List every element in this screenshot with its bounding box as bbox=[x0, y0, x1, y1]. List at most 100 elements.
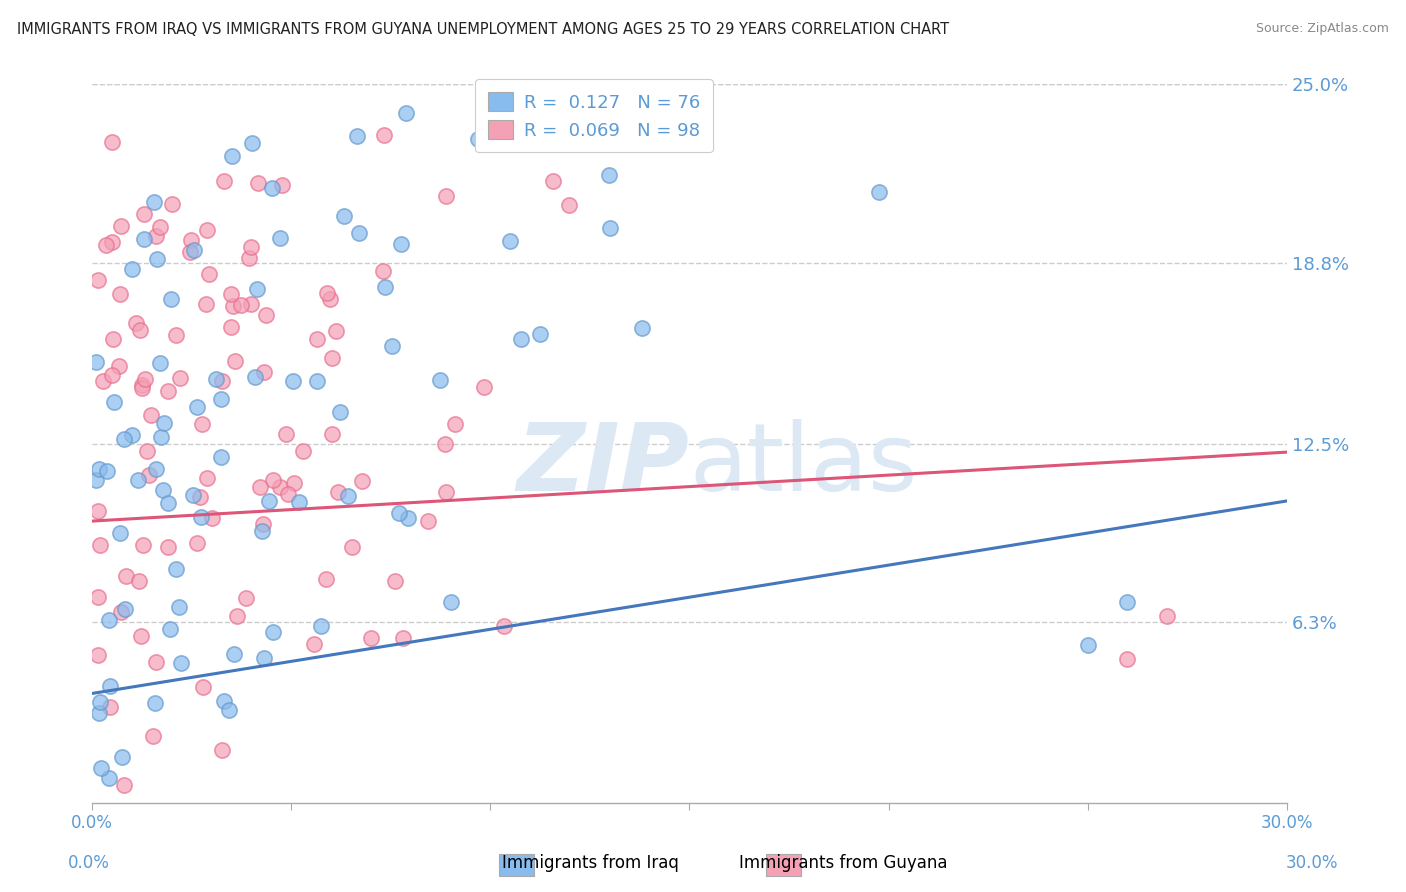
Point bbox=[128, 323, 150, 337]
Point bbox=[87, 504, 110, 518]
Point bbox=[557, 197, 579, 211]
Point bbox=[346, 128, 368, 143]
Point bbox=[395, 106, 418, 120]
Point bbox=[492, 618, 515, 632]
Point bbox=[374, 280, 396, 294]
Point bbox=[270, 178, 292, 193]
Point bbox=[211, 742, 233, 756]
Point bbox=[128, 574, 150, 589]
Point bbox=[110, 605, 132, 619]
Point bbox=[1116, 594, 1139, 608]
Point bbox=[112, 778, 135, 792]
Point bbox=[221, 148, 243, 162]
Point bbox=[160, 293, 183, 307]
Point bbox=[219, 287, 242, 301]
Point bbox=[89, 462, 111, 476]
Point bbox=[599, 221, 621, 235]
Point bbox=[205, 372, 228, 386]
Point bbox=[254, 308, 277, 322]
Point bbox=[108, 525, 131, 540]
FancyBboxPatch shape bbox=[766, 854, 801, 876]
Point bbox=[186, 536, 208, 550]
Point bbox=[240, 240, 263, 254]
Point bbox=[108, 359, 131, 373]
Point bbox=[138, 468, 160, 483]
Point bbox=[159, 623, 181, 637]
Point bbox=[1116, 652, 1139, 666]
Point bbox=[311, 618, 333, 632]
Point bbox=[131, 378, 153, 392]
Point bbox=[89, 695, 111, 709]
Point bbox=[246, 176, 269, 190]
Point bbox=[165, 327, 187, 342]
Point bbox=[283, 476, 305, 491]
Point bbox=[238, 252, 260, 266]
Point bbox=[197, 267, 219, 281]
Point bbox=[101, 235, 124, 249]
Point bbox=[214, 693, 236, 707]
Point bbox=[333, 210, 356, 224]
Point bbox=[235, 591, 257, 606]
Text: Source: ZipAtlas.com: Source: ZipAtlas.com bbox=[1256, 22, 1389, 36]
Point bbox=[121, 262, 143, 277]
Point bbox=[218, 703, 240, 717]
Point bbox=[305, 332, 328, 346]
Point bbox=[212, 174, 235, 188]
Point bbox=[305, 374, 328, 388]
Point bbox=[156, 541, 179, 555]
Point bbox=[134, 372, 156, 386]
Point bbox=[321, 426, 343, 441]
Point bbox=[181, 488, 204, 502]
Text: Immigrants from Guyana: Immigrants from Guyana bbox=[740, 855, 948, 872]
Point bbox=[337, 489, 360, 503]
Point bbox=[179, 244, 201, 259]
Point bbox=[160, 197, 183, 211]
Point bbox=[101, 135, 124, 149]
Point bbox=[165, 561, 187, 575]
Point bbox=[188, 490, 211, 504]
Point bbox=[121, 428, 143, 442]
Point bbox=[98, 613, 121, 627]
Point bbox=[253, 651, 276, 665]
Point bbox=[186, 400, 208, 414]
Point bbox=[125, 316, 148, 330]
Point bbox=[326, 484, 349, 499]
Point bbox=[101, 368, 124, 383]
Point bbox=[434, 437, 457, 451]
Point bbox=[316, 285, 339, 300]
Point bbox=[114, 432, 136, 446]
Point bbox=[281, 374, 304, 388]
Point bbox=[129, 629, 152, 643]
Point bbox=[170, 657, 193, 671]
Point bbox=[209, 392, 232, 406]
Point bbox=[132, 538, 155, 552]
Point bbox=[209, 450, 232, 464]
Point bbox=[224, 353, 246, 368]
Point bbox=[434, 189, 457, 203]
Point bbox=[384, 574, 406, 588]
Point bbox=[141, 408, 163, 422]
Point bbox=[444, 417, 467, 432]
Point bbox=[87, 648, 110, 662]
Point bbox=[103, 395, 125, 409]
Point bbox=[101, 332, 124, 346]
Point bbox=[200, 511, 222, 525]
Text: atlas: atlas bbox=[689, 419, 918, 511]
Point bbox=[340, 540, 363, 554]
Point bbox=[246, 282, 269, 296]
Point bbox=[224, 647, 246, 661]
Point bbox=[274, 426, 297, 441]
Point bbox=[146, 252, 169, 266]
Point bbox=[269, 231, 291, 245]
Point bbox=[630, 321, 652, 335]
Point bbox=[302, 637, 325, 651]
Point bbox=[292, 443, 315, 458]
Point bbox=[868, 185, 890, 199]
Point bbox=[396, 511, 419, 525]
Point bbox=[252, 516, 274, 531]
Point bbox=[132, 232, 155, 246]
Point bbox=[222, 299, 245, 313]
Point bbox=[263, 624, 285, 639]
Legend: R =  0.127   N = 76, R =  0.069   N = 98: R = 0.127 N = 76, R = 0.069 N = 98 bbox=[475, 79, 713, 153]
Point bbox=[219, 320, 242, 334]
